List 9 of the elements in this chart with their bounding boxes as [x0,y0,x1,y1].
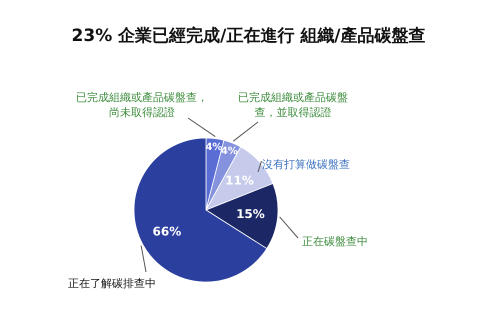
slice-label: 沒有打算做碳盤查 [262,158,350,171]
slice-label: 已完成組織或產品碳盤查，尚未取得認證 [76,91,208,119]
slice-label: 已完成組織或產品碳盤查，並取得認證 [238,91,348,119]
data-label: 66% [152,224,182,239]
slice-label: 正在了解碳排查中 [68,277,156,290]
chart-title: 23% 企業已經完成/正在進行 組織/產品碳盤查 [72,26,426,46]
slice-label: 正在碳盤查中 [302,235,368,248]
data-label: 15% [236,207,265,222]
data-label: 11% [225,173,254,188]
